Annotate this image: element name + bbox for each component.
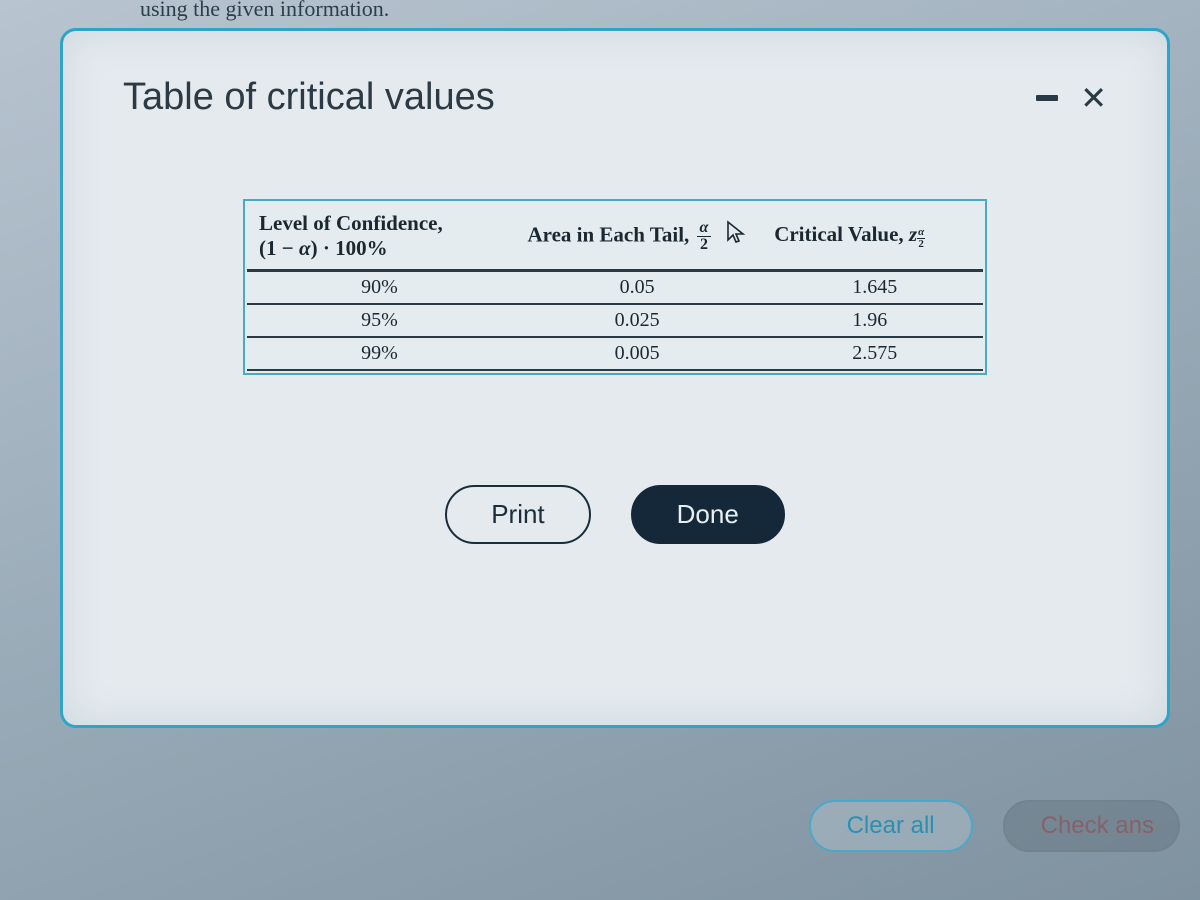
alpha-symbol: α [299, 236, 311, 260]
cell-confidence: 95% [247, 304, 512, 337]
cell-confidence: 99% [247, 337, 512, 370]
footer-button-row: Clear all Check ans [809, 800, 1180, 852]
cell-tail: 0.05 [512, 271, 762, 305]
text-fragment: Area in Each Tail, [527, 222, 694, 246]
modal-button-row: Print Done [123, 485, 1107, 544]
cell-confidence: 90% [247, 271, 512, 305]
cell-tail: 0.025 [512, 304, 762, 337]
cell-critical: 1.645 [762, 271, 983, 305]
col-header-critical: Critical Value, zα2 [762, 203, 983, 271]
modal-header: Table of critical values ✕ [123, 76, 1107, 119]
text-fragment: (1 − [259, 236, 299, 260]
window-controls: ✕ [1036, 82, 1107, 114]
critical-values-table-container: Level of Confidence, (1 − α) · 100% Area… [243, 199, 987, 375]
col-header-tail: Area in Each Tail, α2 [512, 203, 762, 271]
table-row: 90% 0.05 1.645 [247, 271, 983, 305]
col-header-confidence: Level of Confidence, (1 − α) · 100% [247, 203, 512, 271]
print-button[interactable]: Print [445, 485, 590, 544]
table-row: 99% 0.005 2.575 [247, 337, 983, 370]
text-fragment: Critical Value, [774, 222, 909, 246]
z-symbol: z [909, 222, 917, 246]
cell-critical: 2.575 [762, 337, 983, 370]
modal-title: Table of critical values [123, 76, 495, 119]
close-icon[interactable]: ✕ [1080, 82, 1107, 114]
background-text-fragment: using the given information. [140, 0, 389, 22]
fraction-numerator: α [917, 227, 925, 239]
clear-all-button[interactable]: Clear all [809, 800, 973, 852]
z-subscript-fraction: α2 [917, 227, 925, 250]
alpha-over-two-fraction: α2 [697, 220, 712, 253]
minimize-icon[interactable] [1036, 95, 1058, 101]
critical-values-table: Level of Confidence, (1 − α) · 100% Area… [247, 203, 983, 371]
fraction-denominator: 2 [697, 237, 712, 253]
col-header-confidence-line2: (1 − α) · 100% [259, 236, 388, 260]
col-header-confidence-line1: Level of Confidence, [259, 211, 443, 235]
fraction-numerator: α [697, 220, 712, 237]
text-fragment: ) · 100% [311, 236, 388, 260]
cursor-pointer-icon [725, 220, 747, 252]
fraction-denominator: 2 [917, 239, 925, 250]
table-row: 95% 0.025 1.96 [247, 304, 983, 337]
critical-values-modal: Table of critical values ✕ Level of Conf… [60, 28, 1170, 728]
cell-critical: 1.96 [762, 304, 983, 337]
done-button[interactable]: Done [631, 485, 785, 544]
cell-tail: 0.005 [512, 337, 762, 370]
check-answer-button[interactable]: Check ans [1003, 800, 1180, 852]
